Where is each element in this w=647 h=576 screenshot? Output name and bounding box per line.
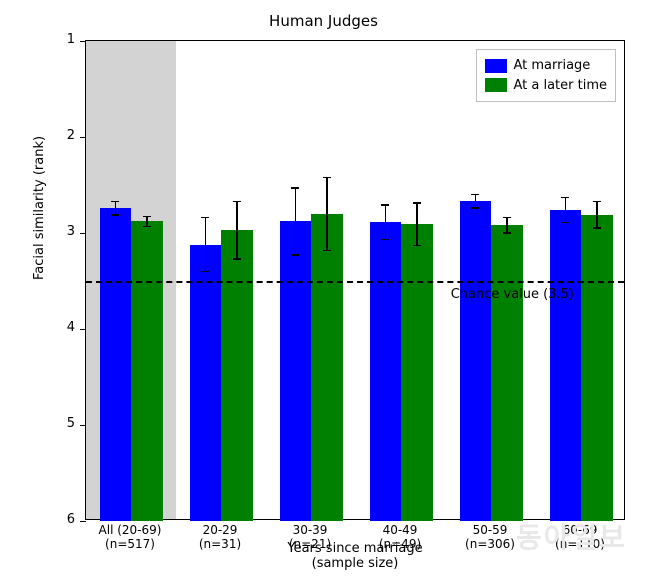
error-cap xyxy=(561,222,569,224)
y-tick-label: 1 xyxy=(45,32,75,47)
legend-swatch xyxy=(485,59,507,73)
error-cap xyxy=(413,202,421,204)
legend: At marriageAt a later time xyxy=(476,49,616,102)
error-cap xyxy=(201,271,209,273)
chance-label: Chance value (3.5) xyxy=(451,287,574,302)
error-cap xyxy=(381,204,389,206)
error-cap xyxy=(323,250,331,252)
x-axis-label-line2: (sample size) xyxy=(312,556,399,571)
error-cap xyxy=(503,232,511,234)
legend-item: At marriage xyxy=(485,56,607,76)
bar xyxy=(280,221,312,521)
bar xyxy=(190,245,222,521)
error-bar xyxy=(416,203,418,245)
error-cap xyxy=(233,201,241,203)
error-bar xyxy=(326,177,328,250)
y-tick-label: 4 xyxy=(45,320,75,335)
error-bar xyxy=(475,195,477,208)
bar xyxy=(370,222,402,521)
legend-label: At a later time xyxy=(513,76,607,96)
error-cap xyxy=(291,254,299,256)
y-tick-label: 5 xyxy=(45,416,75,431)
chart-title: Human Judges xyxy=(0,12,647,30)
error-cap xyxy=(503,217,511,219)
bar xyxy=(401,224,433,521)
error-cap xyxy=(201,217,209,219)
error-bar xyxy=(565,197,567,222)
bar xyxy=(311,214,343,521)
error-cap xyxy=(111,214,119,216)
legend-item: At a later time xyxy=(485,76,607,96)
error-cap xyxy=(593,201,601,203)
y-tick-label: 6 xyxy=(45,512,75,527)
error-cap xyxy=(593,227,601,229)
bar xyxy=(491,225,523,521)
y-tick-label: 2 xyxy=(45,128,75,143)
y-tick-label: 3 xyxy=(45,224,75,239)
bar xyxy=(221,230,253,521)
error-cap xyxy=(561,197,569,199)
error-bar xyxy=(385,205,387,240)
chance-line xyxy=(86,281,624,283)
error-cap xyxy=(143,216,151,218)
chart-container: Chance value (3.5) At marriageAt a later… xyxy=(85,40,625,520)
legend-swatch xyxy=(485,78,507,92)
error-bar xyxy=(596,201,598,228)
error-cap xyxy=(323,177,331,179)
error-cap xyxy=(413,245,421,247)
error-bar xyxy=(205,218,207,272)
error-cap xyxy=(111,201,119,203)
legend-label: At marriage xyxy=(513,56,590,76)
x-axis-label-line1: Years since marriage xyxy=(287,541,422,556)
bar xyxy=(100,208,132,521)
y-axis-label: Facial similarity (rank) xyxy=(32,136,47,280)
bar xyxy=(460,201,492,521)
error-cap xyxy=(291,187,299,189)
bar xyxy=(550,210,582,521)
error-bar xyxy=(295,188,297,255)
error-cap xyxy=(233,258,241,260)
error-cap xyxy=(381,239,389,241)
error-bar xyxy=(115,201,117,214)
error-cap xyxy=(471,194,479,196)
bar xyxy=(581,215,613,521)
error-cap xyxy=(471,207,479,209)
error-bar xyxy=(506,218,508,233)
bar xyxy=(131,221,163,521)
x-axis-label: Years since marriage (sample size) xyxy=(85,541,625,572)
error-bar xyxy=(236,201,238,259)
plot-area: Chance value (3.5) At marriageAt a later… xyxy=(85,40,625,520)
error-cap xyxy=(143,226,151,228)
